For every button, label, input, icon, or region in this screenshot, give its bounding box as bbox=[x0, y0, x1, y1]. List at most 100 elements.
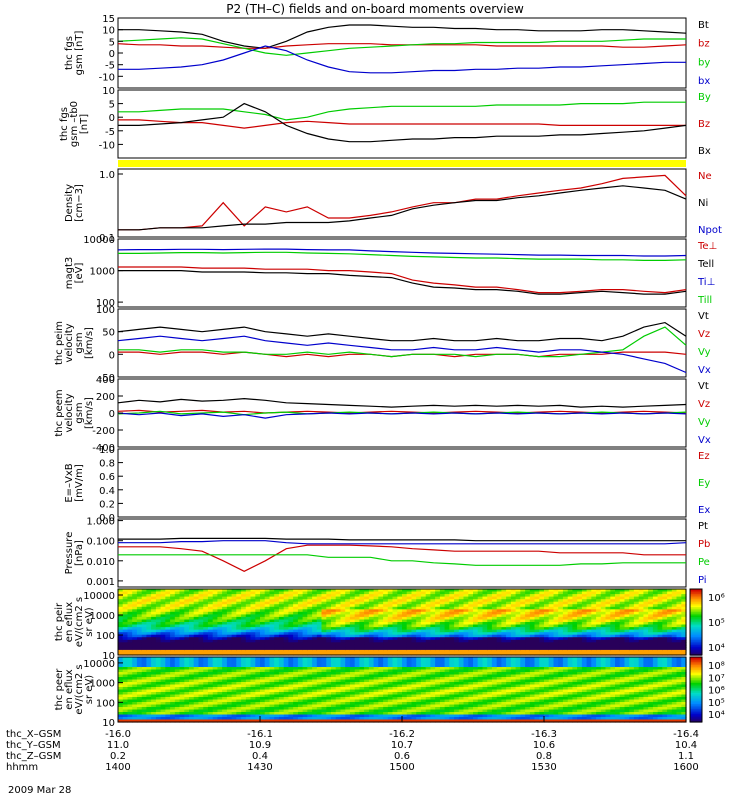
heatmap-cell bbox=[255, 674, 261, 678]
heatmap-cell bbox=[373, 629, 379, 633]
heatmap-cell bbox=[387, 677, 394, 681]
heatmap-cell bbox=[335, 669, 341, 673]
heatmap-cell bbox=[439, 642, 446, 646]
heatmap-cell bbox=[226, 649, 233, 653]
heatmap-cell bbox=[260, 657, 266, 661]
heatmap-cell bbox=[615, 639, 621, 643]
heatmap-cell bbox=[274, 589, 280, 593]
heatmap-cell bbox=[482, 622, 488, 626]
heatmap-cell bbox=[406, 616, 412, 620]
heatmap-cell bbox=[487, 596, 493, 600]
heatmap-cell bbox=[335, 606, 341, 610]
y-tick-label: 1000 bbox=[90, 611, 115, 622]
heatmap-cell bbox=[203, 604, 209, 608]
heatmap-cell bbox=[179, 611, 185, 615]
heatmap-cell bbox=[539, 622, 545, 626]
heatmap-cell bbox=[118, 594, 124, 598]
heatmap-cell bbox=[633, 616, 640, 620]
heatmap-cell bbox=[373, 622, 379, 626]
heatmap-cell bbox=[335, 684, 341, 688]
heatmap-cell bbox=[245, 649, 252, 653]
heatmap-cell bbox=[245, 709, 252, 713]
heatmap-cell bbox=[264, 591, 270, 595]
heatmap-cell bbox=[482, 596, 488, 600]
heatmap-cell bbox=[222, 689, 228, 693]
heatmap-cell bbox=[596, 627, 602, 631]
heatmap-cell bbox=[245, 659, 252, 663]
heatmap-cell bbox=[170, 692, 176, 696]
heatmap-cell bbox=[165, 637, 171, 641]
heatmap-cell bbox=[297, 712, 304, 716]
heatmap-cell bbox=[359, 694, 365, 698]
heatmap-cell bbox=[430, 642, 436, 646]
heatmap-cell bbox=[212, 682, 218, 686]
heatmap-cell bbox=[397, 642, 403, 646]
heatmap-cell bbox=[619, 619, 625, 623]
heatmap-cell bbox=[577, 644, 583, 648]
heatmap-cell bbox=[477, 652, 483, 656]
heatmap-cell bbox=[648, 596, 654, 600]
heatmap-cell bbox=[331, 614, 337, 618]
heatmap-cell bbox=[368, 682, 375, 686]
heatmap-cell bbox=[411, 642, 417, 646]
heatmap-cell bbox=[189, 659, 195, 663]
heatmap-cell bbox=[189, 667, 195, 671]
heatmap-cell bbox=[591, 634, 597, 638]
heatmap-cell bbox=[264, 619, 270, 623]
heatmap-cell bbox=[387, 717, 394, 721]
heatmap-cell bbox=[141, 609, 147, 613]
heatmap-cell bbox=[184, 687, 190, 691]
heatmap-cell bbox=[534, 614, 540, 618]
heatmap-cell bbox=[193, 604, 199, 608]
heatmap-cell bbox=[141, 639, 147, 643]
heatmap-cell bbox=[529, 642, 536, 646]
heatmap-cell bbox=[316, 699, 323, 703]
heatmap-cell bbox=[222, 589, 228, 593]
heatmap-cell bbox=[293, 714, 299, 718]
heatmap-cell bbox=[439, 619, 446, 623]
heatmap-cell bbox=[610, 601, 616, 605]
heatmap-cell bbox=[288, 714, 294, 718]
heatmap-cell bbox=[326, 637, 332, 641]
heatmap-cell bbox=[359, 649, 365, 653]
heatmap-cell bbox=[193, 611, 199, 615]
heatmap-cell bbox=[354, 591, 360, 595]
heatmap-cell bbox=[207, 697, 214, 701]
heatmap-cell bbox=[667, 596, 673, 600]
heatmap-cell bbox=[553, 599, 559, 603]
heatmap-cell bbox=[340, 589, 346, 593]
heatmap-cell bbox=[477, 589, 483, 593]
heatmap-cell bbox=[217, 659, 223, 663]
heatmap-cell bbox=[307, 712, 313, 716]
heatmap-cell bbox=[487, 589, 493, 593]
heatmap-cell bbox=[260, 692, 266, 696]
heatmap-cell bbox=[624, 611, 630, 615]
heatmap-cell bbox=[179, 649, 185, 653]
heatmap-cell bbox=[567, 596, 573, 600]
heatmap-cell bbox=[539, 616, 545, 620]
heatmap-cell bbox=[449, 606, 455, 610]
heatmap-cell bbox=[600, 627, 607, 631]
heatmap-cell bbox=[222, 634, 228, 638]
heatmap-cell bbox=[283, 664, 289, 668]
heatmap-cell bbox=[539, 632, 545, 636]
heatmap-cell bbox=[491, 604, 498, 608]
heatmap-cell bbox=[397, 619, 403, 623]
heatmap-cell bbox=[326, 599, 332, 603]
heatmap-cell bbox=[397, 689, 403, 693]
heatmap-cell bbox=[439, 647, 446, 651]
y-tick-label: 5 bbox=[109, 37, 115, 48]
heatmap-cell bbox=[397, 616, 403, 620]
heatmap-cell bbox=[165, 652, 171, 656]
heatmap-cell bbox=[118, 704, 124, 708]
heatmap-cell bbox=[326, 694, 332, 698]
heatmap-cell bbox=[136, 702, 143, 706]
heatmap-cell bbox=[581, 652, 588, 656]
heatmap-cell bbox=[501, 606, 507, 610]
heatmap-cell bbox=[312, 637, 318, 641]
heatmap-cell bbox=[411, 709, 417, 713]
y-tick-label: -5 bbox=[105, 61, 115, 72]
heatmap-cell bbox=[255, 659, 261, 663]
heatmap-cell bbox=[321, 717, 327, 721]
